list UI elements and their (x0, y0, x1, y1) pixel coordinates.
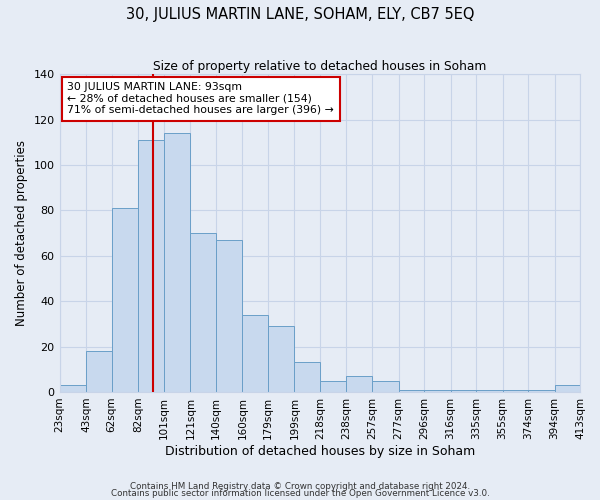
Bar (398, 390, 424, 392)
Bar (112, 208, 138, 392)
Bar (346, 376, 372, 392)
Text: Contains HM Land Registry data © Crown copyright and database right 2024.: Contains HM Land Registry data © Crown c… (130, 482, 470, 491)
Bar (215, 240, 242, 392)
Bar (86, 351, 112, 392)
Bar (528, 390, 554, 392)
Bar (295, 362, 320, 392)
Y-axis label: Number of detached properties: Number of detached properties (15, 140, 28, 326)
Bar (451, 390, 476, 392)
Bar (372, 380, 398, 392)
Text: Contains public sector information licensed under the Open Government Licence v3: Contains public sector information licen… (110, 490, 490, 498)
Bar (138, 140, 164, 392)
Bar (503, 390, 528, 392)
Bar (164, 133, 190, 392)
Bar (242, 315, 268, 392)
Bar (554, 385, 580, 392)
Bar (476, 390, 503, 392)
Bar (424, 390, 451, 392)
Bar (59, 385, 86, 392)
Bar (190, 233, 215, 392)
Title: Size of property relative to detached houses in Soham: Size of property relative to detached ho… (153, 60, 487, 73)
Text: 30 JULIUS MARTIN LANE: 93sqm
← 28% of detached houses are smaller (154)
71% of s: 30 JULIUS MARTIN LANE: 93sqm ← 28% of de… (67, 82, 334, 116)
X-axis label: Distribution of detached houses by size in Soham: Distribution of detached houses by size … (164, 444, 475, 458)
Bar (320, 380, 346, 392)
Bar (268, 326, 295, 392)
Text: 30, JULIUS MARTIN LANE, SOHAM, ELY, CB7 5EQ: 30, JULIUS MARTIN LANE, SOHAM, ELY, CB7 … (126, 8, 474, 22)
